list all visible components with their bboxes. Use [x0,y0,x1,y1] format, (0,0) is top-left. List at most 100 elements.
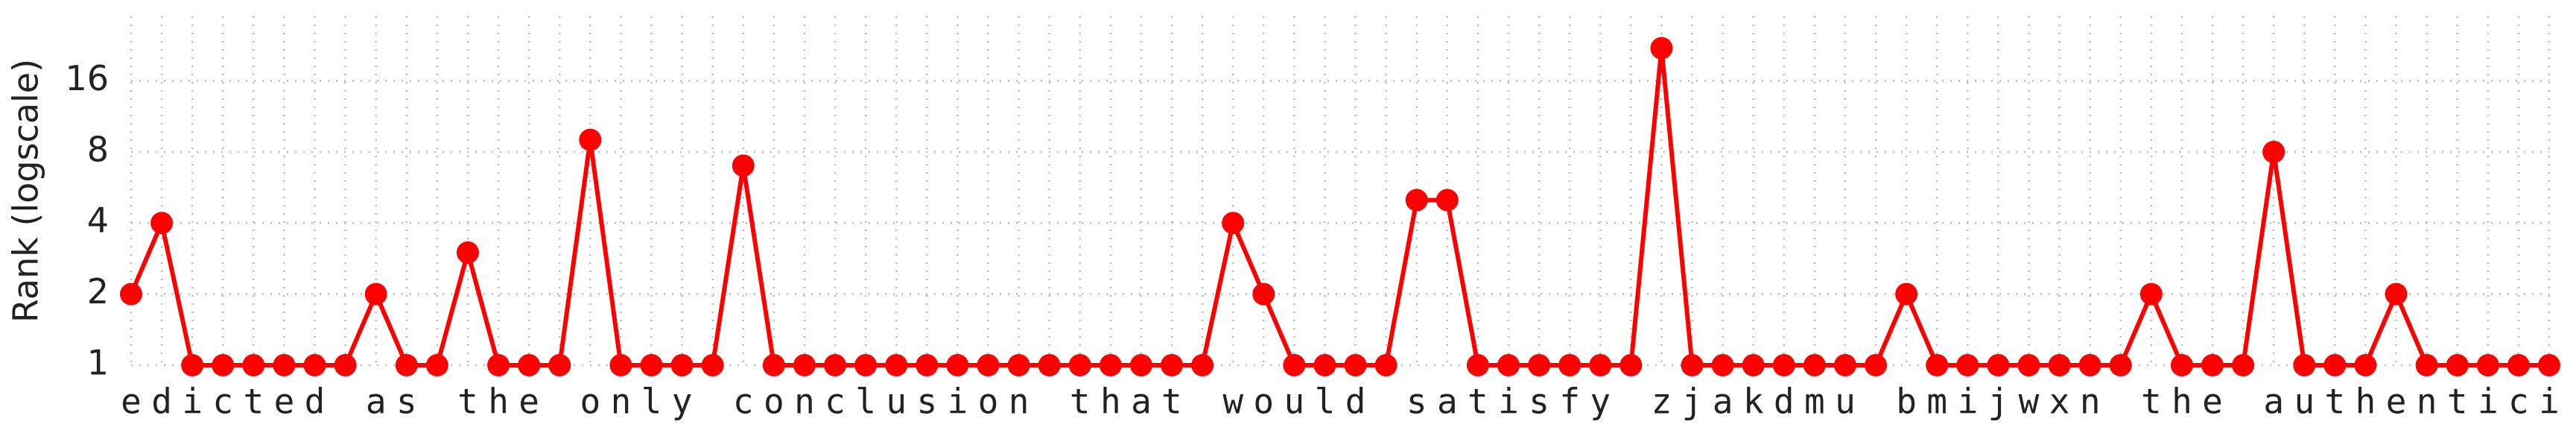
x-tick-label: h [2171,382,2192,422]
marker [854,354,878,376]
x-tick-label: s [396,382,417,422]
x-tick-label: c [825,382,846,422]
x-tick-label: e [2202,382,2223,422]
marker [2476,354,2499,376]
marker [303,354,326,376]
x-tick-label: u [1284,382,1305,422]
marker [824,354,847,376]
marker [2262,140,2285,163]
marker [1926,354,1949,376]
x-tick-label: c [212,382,233,422]
x-tick-label: d [1345,382,1366,422]
x-tick-label: k [1743,382,1764,422]
y-tick-label: 8 [87,129,109,169]
marker [2078,354,2101,376]
y-tick-label: 1 [87,343,109,383]
marker [670,354,694,376]
x-tick-label: d [1774,382,1795,422]
marker [1619,354,1643,376]
x-tick-label: m [1926,382,1947,422]
x-tick-label: l [855,382,876,422]
marker [946,354,969,376]
marker [1038,354,1061,376]
x-tick-label: i [182,382,203,422]
x-tick-label: n [611,382,632,422]
marker [1068,354,1091,376]
marker [456,241,479,264]
x-tick-label: n [2417,382,2437,422]
marker [977,354,1000,376]
marker [2415,354,2438,376]
x-tick-label: w [2019,382,2040,422]
x-tick-label: a [1437,382,1458,422]
x-tick-label: j [1988,382,2009,422]
x-tick-label: s [1529,382,1549,422]
marker [1466,354,1489,376]
marker [1742,354,1765,376]
y-axis-label: Rank (logscale) [6,59,46,323]
marker [150,212,174,235]
x-tick-label: n [794,382,815,422]
marker [487,354,510,376]
marker [1283,354,1306,376]
x-tick-label: u [2294,382,2315,422]
x-tick-label: l [641,382,662,422]
x-tick-label: i [2478,382,2499,422]
x-tick-label: l [1315,382,1336,422]
marker [1558,354,1582,376]
marker [1252,282,1275,306]
x-tick-label: n [1009,382,1030,422]
line [129,45,2549,367]
marker [2201,354,2224,376]
marker [732,154,755,177]
marker [2232,354,2255,376]
marker [242,354,265,376]
marker [1405,189,1428,212]
marker [2293,354,2316,376]
marker [212,354,235,376]
x-tick-label: s [916,382,937,422]
marker [579,128,602,151]
x-tick-label: t [1468,382,1488,422]
marker [1497,354,1520,376]
x-tick-label: d [151,382,172,422]
marker [916,354,939,376]
marker [609,354,632,376]
x-tick-label: j [1682,382,1703,422]
marker [2109,354,2132,376]
marker [2507,354,2530,376]
marker [1129,354,1152,376]
marker [1772,354,1795,376]
marker [2538,354,2560,376]
marker [2354,354,2377,376]
marker [364,282,387,306]
marker [1681,354,1704,376]
marker [1865,354,1888,376]
x-tick-label: z [1652,382,1672,422]
x-tick-label: y [1590,382,1611,422]
marker [518,354,541,376]
x-tick-label: s [1406,382,1427,422]
x-tick-label: f [1559,382,1580,422]
marker [1191,354,1214,376]
marker [181,354,204,376]
marker [2139,282,2163,306]
x-tick-label: o [1253,382,1274,422]
marker [425,354,448,376]
x-tick-label: a [1713,382,1733,422]
marker [762,354,785,376]
x-tick-label: h [2355,382,2376,422]
y-tick-label: 4 [87,200,109,241]
x-tick-label: m [1804,382,1825,422]
x-tick-label: t [457,382,478,422]
marker [1589,354,1612,376]
x-tick-label: o [978,382,999,422]
x-tick-label: t [2447,382,2468,422]
x-tick-label: x [2049,382,2070,422]
marker [1803,354,1826,376]
marker [1528,354,1551,376]
marker [1007,354,1030,376]
marker [701,354,724,376]
x-tick-label: o [580,382,600,422]
